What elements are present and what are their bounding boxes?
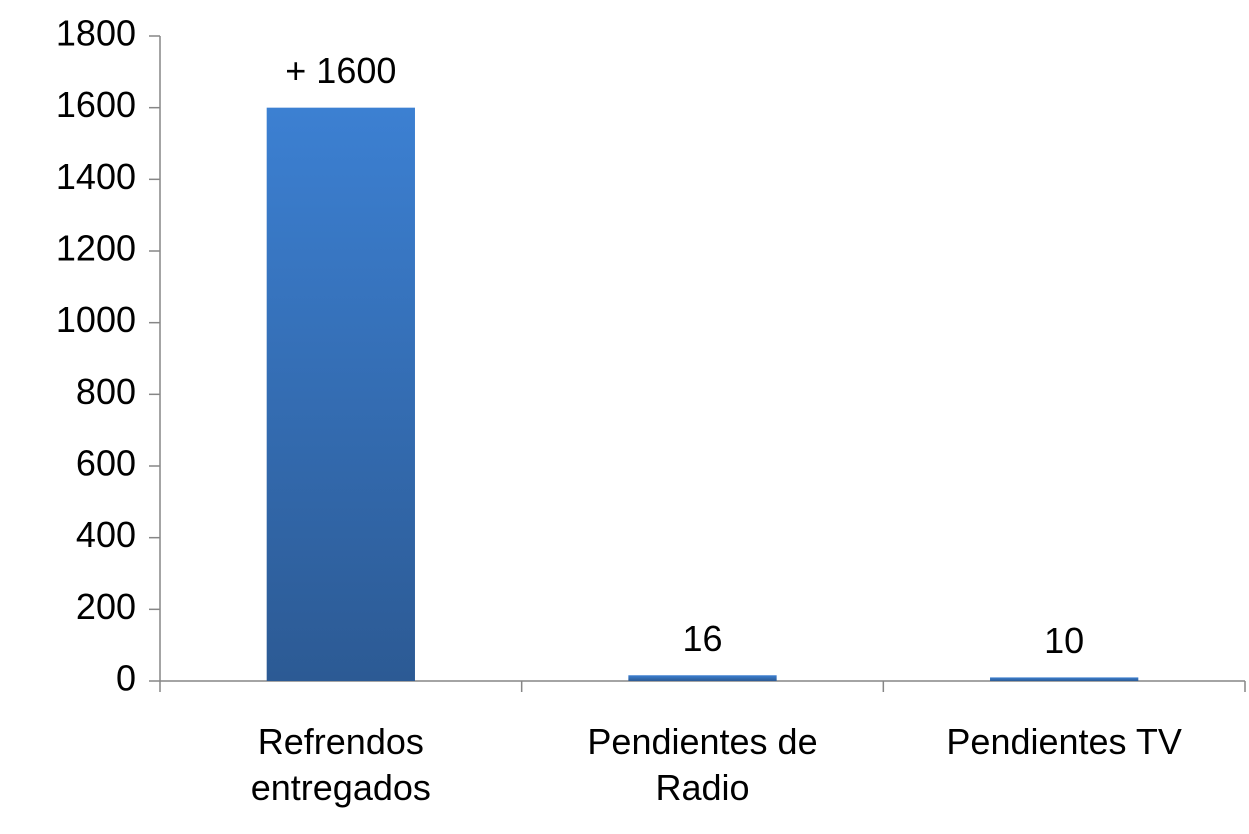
data-label: 10 (1044, 620, 1084, 661)
y-tick-label: 1000 (56, 299, 136, 340)
data-label: + 1600 (285, 50, 396, 91)
x-tick-label: Pendientes de Radio (587, 721, 818, 808)
y-tick-label: 200 (76, 586, 136, 627)
y-tick-label: 1200 (56, 228, 136, 269)
bar (990, 677, 1139, 681)
x-tick-label: Pendientes TV (946, 721, 1182, 762)
bar (266, 107, 415, 681)
x-tick-label: Refrendos entregados (250, 721, 431, 808)
y-tick-label: 400 (76, 514, 136, 555)
y-tick-label: 600 (76, 443, 136, 484)
y-tick-label: 0 (116, 658, 136, 699)
y-tick-label: 1400 (56, 156, 136, 197)
y-tick-label: 1600 (56, 84, 136, 125)
y-tick-label: 1800 (56, 13, 136, 54)
bar (628, 675, 777, 681)
data-label: 16 (682, 618, 722, 659)
y-tick-label: 800 (76, 371, 136, 412)
